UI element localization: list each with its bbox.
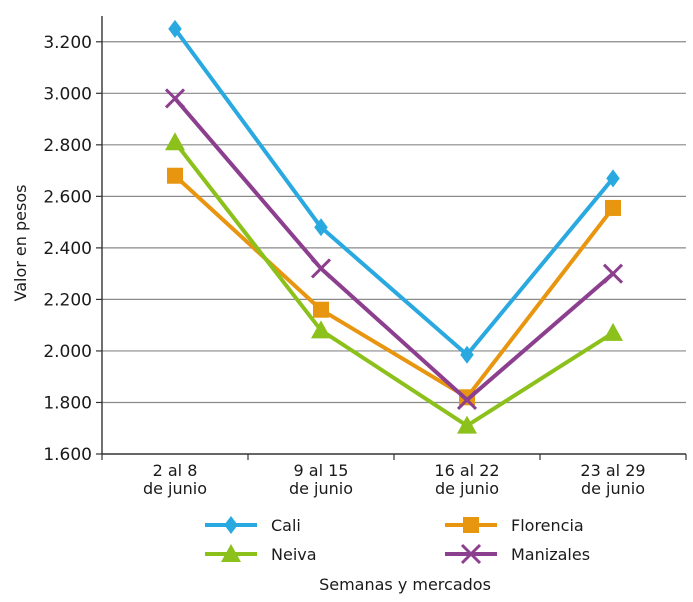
y-tick-label: 2.600: [43, 187, 92, 207]
series-line-neiva: [173, 141, 615, 428]
legend-marker-manizales: [460, 543, 482, 565]
y-tick-label: 2.400: [43, 239, 92, 259]
data-point-manizales: [164, 88, 186, 109]
legend-marker-cali: [224, 516, 238, 534]
legend-label: Cali: [271, 516, 301, 535]
series-lines: [164, 19, 624, 434]
y-axis-title: Valor en pesos: [11, 185, 30, 302]
y-tick-label: 2.000: [43, 342, 92, 362]
marker-stroke: [460, 543, 482, 565]
y-tick-label: 1.600: [43, 445, 92, 465]
y-tick-label: 1.800: [43, 393, 92, 413]
data-point-cali: [606, 169, 620, 188]
marker-stroke: [456, 389, 478, 410]
legend-label: Florencia: [511, 516, 584, 535]
data-point-neiva: [457, 415, 477, 434]
legend-marker-neiva: [221, 544, 241, 562]
y-tick-label: 3.200: [43, 33, 92, 53]
y-tick-label: 3.000: [43, 84, 92, 104]
series-line-cali: [173, 27, 615, 357]
legend-item-manizales: Manizales: [445, 543, 590, 565]
data-point-manizales: [310, 258, 332, 279]
data-point-florencia: [313, 301, 329, 318]
x-tick-label: 2 al 8 de junio: [143, 461, 207, 498]
y-tick-label: 2.800: [43, 136, 92, 156]
marker-stroke: [310, 258, 332, 279]
data-point-cali: [314, 218, 328, 237]
data-point-neiva: [603, 322, 623, 341]
series-line-florencia: [173, 174, 615, 400]
x-tick-label: 9 al 15 de junio: [289, 461, 353, 498]
axes: 1.600 1.800 2.000 2.200 2.400 2.600 2.800 3.000…: [43, 16, 687, 498]
series-line-manizales: [173, 97, 615, 402]
legend-item-cali: Cali: [205, 516, 301, 535]
legend-label: Neiva: [271, 545, 317, 564]
marker-stroke: [602, 263, 624, 284]
marker-stroke: [164, 88, 186, 109]
data-point-neiva: [165, 132, 185, 151]
x-axis-title: Semanas y mercados: [319, 575, 491, 594]
legend-item-neiva: Neiva: [205, 544, 317, 564]
data-point-manizales: [456, 389, 478, 410]
data-point-cali: [460, 345, 474, 364]
data-point-florencia: [167, 167, 183, 184]
legend-marker-florencia: [463, 517, 479, 533]
x-tick-label: 23 al 29 de junio: [580, 461, 645, 498]
data-point-neiva: [311, 320, 331, 339]
data-point-cali: [168, 19, 182, 38]
gridlines: [102, 41, 686, 404]
legend-item-florencia: Florencia: [445, 516, 584, 535]
x-tick-label: 16 al 22 de junio: [434, 461, 499, 498]
data-point-florencia: [605, 199, 621, 216]
y-tick-label: 2.200: [43, 290, 92, 310]
legend: Cali Florencia Neiva Manizales: [205, 516, 590, 565]
data-point-manizales: [602, 263, 624, 284]
legend-label: Manizales: [511, 545, 590, 564]
